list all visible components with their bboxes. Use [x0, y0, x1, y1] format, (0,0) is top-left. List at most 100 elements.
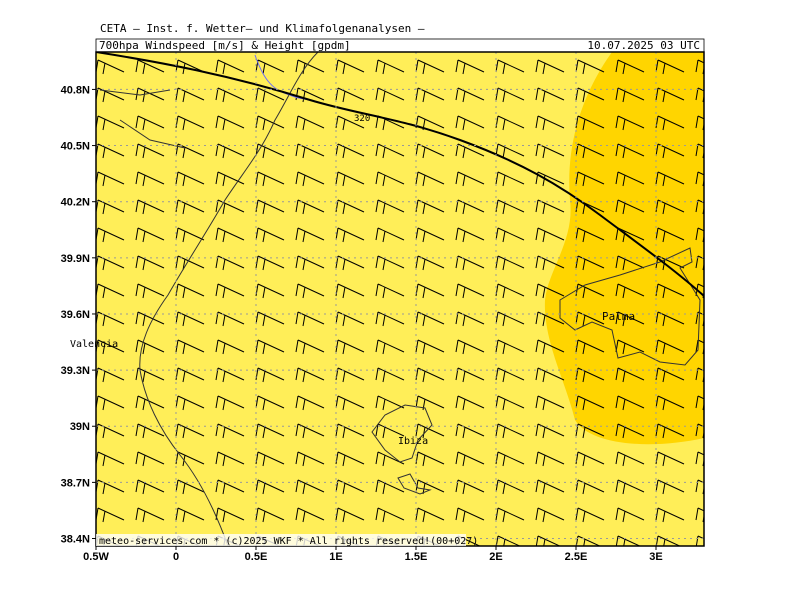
wind-barb — [655, 87, 685, 103]
wind-barb — [295, 451, 325, 467]
wind-barb — [295, 339, 325, 355]
wind-barb — [655, 535, 681, 546]
contour-label: 320 — [354, 114, 370, 124]
wind-barb — [575, 87, 605, 103]
wind-barb — [535, 367, 565, 383]
wind-barb — [615, 255, 645, 271]
place-label: Palma — [602, 310, 635, 323]
wind-barb — [535, 479, 565, 495]
wind-barb — [495, 423, 525, 439]
wind-barb — [175, 171, 205, 187]
wind-barb — [495, 507, 525, 523]
wind-barb — [535, 199, 565, 215]
wind-barb — [135, 339, 165, 355]
wind-barb — [415, 507, 445, 523]
x-tick-label: 0.5W — [83, 551, 109, 563]
wind-barb — [175, 87, 205, 103]
x-tick-label: 3E — [649, 551, 662, 563]
wind-barb — [375, 255, 405, 271]
wind-barb — [215, 115, 245, 131]
wind-barb — [135, 395, 165, 411]
wind-barb — [335, 339, 365, 355]
x-tick-label: 0.5E — [245, 551, 268, 563]
wind-barb — [455, 395, 485, 411]
wind-barb — [455, 87, 485, 103]
wind-barb — [615, 311, 645, 327]
wind-barb — [655, 171, 685, 187]
wind-barb — [615, 171, 645, 187]
wind-barb — [255, 423, 285, 439]
wind-barb — [495, 255, 525, 271]
wind-barb — [375, 87, 405, 103]
wind-barb — [575, 339, 605, 355]
wind-barb — [615, 423, 645, 439]
wind-barb — [615, 451, 645, 467]
wind-barb — [535, 423, 565, 439]
wind-barb — [535, 311, 565, 327]
wind-barb — [335, 87, 365, 103]
wind-barb — [135, 199, 165, 215]
wind-barb — [215, 87, 245, 103]
wind-barb — [175, 339, 205, 355]
wind-barb — [375, 59, 405, 75]
wind-barb — [295, 423, 325, 439]
y-tick-label: 39.9N — [61, 253, 90, 265]
wind-barb — [135, 59, 165, 75]
wind-barb — [455, 115, 485, 131]
wind-barb — [455, 507, 485, 523]
y-tick-label: 38.7N — [61, 477, 90, 489]
wind-barb — [215, 171, 245, 187]
wind-barb — [535, 255, 565, 271]
wind-barb — [535, 283, 565, 299]
wind-barb — [375, 507, 405, 523]
wind-barb — [135, 311, 165, 327]
wind-barbs — [96, 59, 704, 546]
wind-barb — [375, 283, 405, 299]
wind-barb — [295, 311, 325, 327]
wind-barb — [535, 339, 565, 355]
wind-barb — [215, 339, 245, 355]
valid-time: 10.07.2025 03 UTC — [587, 39, 700, 52]
footer-box — [96, 534, 466, 546]
wind-barb — [415, 171, 445, 187]
wind-barb — [135, 479, 165, 495]
wind-barb — [215, 395, 245, 411]
wind-barb — [695, 535, 704, 546]
wind-barb — [255, 87, 285, 103]
wind-barb — [615, 59, 645, 75]
wind-barb — [495, 87, 525, 103]
wind-barb — [495, 339, 525, 355]
x-tick-label: 2.5E — [565, 551, 588, 563]
wind-barb — [215, 227, 245, 243]
map-area: 320 Palma Ibiza — [96, 52, 704, 546]
wind-barb — [135, 451, 165, 467]
y-tick-label: 39.3N — [61, 365, 90, 377]
wind-barb — [375, 479, 405, 495]
wind-barb — [295, 227, 325, 243]
wind-barb — [655, 507, 685, 523]
wind-barb — [215, 451, 245, 467]
wind-barb — [535, 507, 565, 523]
wind-barb — [375, 311, 405, 327]
wind-barb — [415, 87, 445, 103]
wind-barb — [255, 339, 285, 355]
y-tick-label: 40.5N — [61, 141, 90, 153]
x-tick-label: 1.5E — [405, 551, 428, 563]
wind-barb — [535, 227, 565, 243]
source: CETA — Inst. f. Wetter— und Klimafolgena… — [100, 22, 425, 35]
wind-barb — [535, 115, 565, 131]
wind-barb — [175, 507, 205, 523]
wind-barb — [135, 115, 165, 131]
wind-barb — [535, 143, 565, 159]
wind-barb — [135, 367, 165, 383]
x-tick-label: 0 — [173, 551, 179, 563]
wind-barb — [135, 171, 165, 187]
height-contour — [96, 52, 704, 297]
wind-barb — [615, 143, 645, 159]
wind-barb — [535, 87, 565, 103]
wind-barb — [575, 171, 605, 187]
wind-barb — [295, 395, 325, 411]
x-tick-label: 2E — [489, 551, 502, 563]
wind-barb — [615, 479, 645, 495]
wind-barb — [135, 87, 165, 103]
